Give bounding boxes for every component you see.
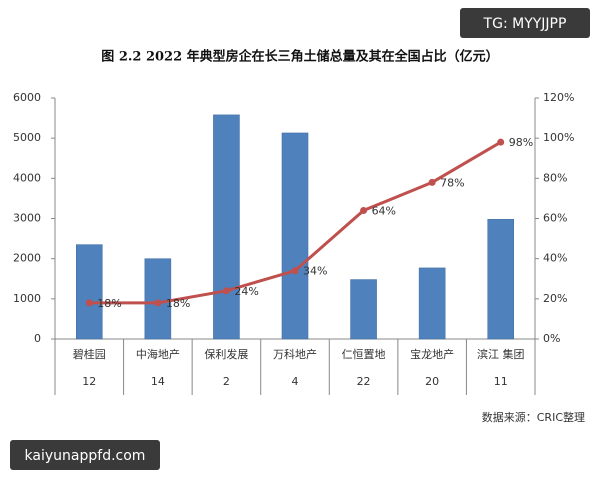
- bar: [350, 279, 377, 340]
- bar: [213, 114, 240, 340]
- source-note: 数据来源：CRIC整理: [482, 410, 585, 424]
- x-tick-label: 保利发展: [204, 347, 248, 361]
- y2-tick-label: 40%: [543, 252, 567, 265]
- watermark-box: [10, 440, 160, 470]
- x-tick-label: 仁恒置地: [342, 348, 386, 361]
- data-label: 78%: [440, 176, 464, 189]
- x-tick-label: 中海地产: [136, 347, 180, 361]
- line-marker: [428, 178, 436, 186]
- y2-tick-label: 60%: [543, 212, 567, 225]
- line-marker: [85, 299, 93, 307]
- category-number: 14: [151, 375, 165, 388]
- data-label: 18%: [97, 297, 121, 310]
- x-tick-label: 宝龙地产: [410, 347, 454, 361]
- watermark-box: [460, 8, 590, 38]
- watermark: kaiyunappfd.com: [25, 448, 146, 464]
- y-tick-label: 6000: [13, 91, 41, 104]
- y-tick-label: 0: [34, 332, 41, 345]
- watermark: TG: MYYJJPP: [483, 16, 567, 32]
- bar: [418, 267, 446, 340]
- x-tick-label: 万科地产: [273, 347, 317, 361]
- bar: [144, 258, 172, 340]
- bar: [487, 219, 514, 340]
- bar: [281, 132, 309, 340]
- x-tick-label: 碧桂园: [73, 347, 106, 361]
- category-number: 22: [357, 375, 371, 388]
- chart-title: 图 2.2 2022 年典型房企在长三角土储总量及其在全国占比（亿元）: [101, 49, 498, 65]
- y-tick-label: 3000: [13, 212, 41, 225]
- y2-tick-label: 120%: [543, 91, 574, 104]
- line-marker: [360, 206, 368, 214]
- y-tick-label: 4000: [13, 171, 41, 184]
- category-number: 20: [425, 375, 439, 388]
- data-label: 34%: [303, 265, 327, 278]
- y2-tick-label: 20%: [543, 292, 567, 305]
- category-number: 12: [82, 375, 96, 388]
- y-tick-label: 5000: [13, 131, 41, 144]
- line-marker: [154, 299, 162, 307]
- data-label: 98%: [509, 136, 533, 149]
- line-marker: [497, 138, 505, 146]
- line-marker: [222, 287, 230, 295]
- y-tick-label: 1000: [13, 292, 41, 305]
- x-tick-label: 滨江 集团: [477, 347, 525, 361]
- y2-tick-label: 100%: [543, 131, 574, 144]
- y2-tick-label: 0%: [543, 332, 560, 345]
- data-label: 18%: [166, 297, 190, 310]
- y-tick-label: 2000: [13, 252, 41, 265]
- category-number: 2: [223, 375, 230, 388]
- data-label: 64%: [372, 204, 396, 217]
- bar: [76, 244, 103, 340]
- category-number: 4: [292, 375, 299, 388]
- y2-tick-label: 80%: [543, 171, 567, 184]
- line-marker: [291, 267, 299, 275]
- category-number: 11: [494, 375, 508, 388]
- data-label: 24%: [234, 285, 258, 298]
